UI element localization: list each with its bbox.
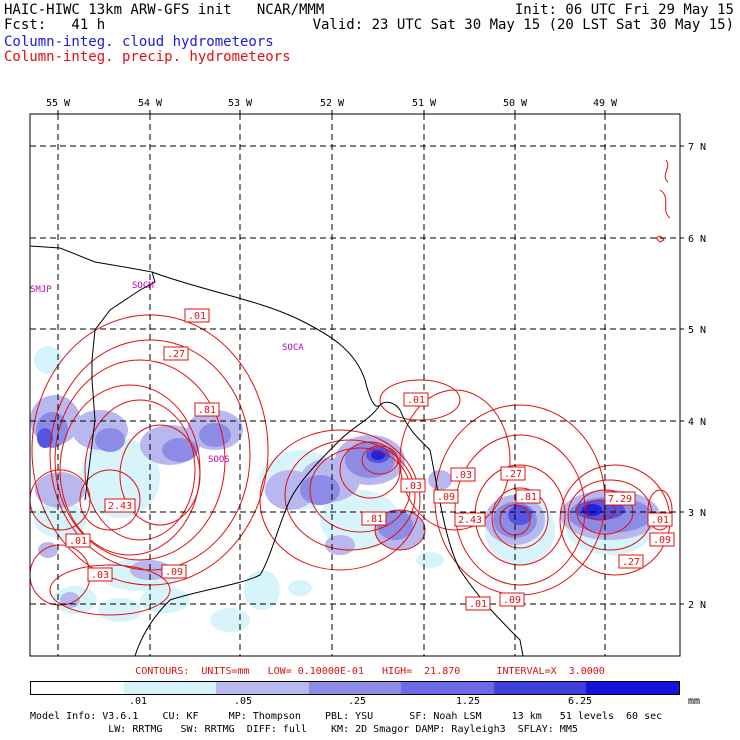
contour-label-box [499, 592, 525, 607]
legend-swatch [216, 682, 309, 694]
init-time: Init: 06 UTC Fri 29 May 15 [514, 2, 734, 18]
contour-label: .09 [653, 535, 671, 546]
contour-label: .09 [503, 595, 521, 606]
contour-label-box [104, 498, 136, 513]
lon-label: 51 W [412, 98, 437, 109]
contour-label-box [500, 466, 526, 481]
contour-label-box [163, 346, 189, 361]
contour-label: .81 [365, 514, 383, 525]
contour-label-box [361, 511, 387, 526]
contour-label: .03 [91, 570, 109, 581]
legend-swatch [31, 682, 124, 694]
contour-label-box [450, 467, 476, 482]
lat-label: 4 N [688, 417, 706, 428]
legend-swatch [493, 682, 587, 694]
contour-label-box [618, 554, 644, 569]
contour-label: .01 [407, 395, 425, 406]
contour-label-box [515, 489, 541, 504]
legend-tick: .05 [233, 696, 253, 707]
legend-swatch [308, 682, 402, 694]
lon-label: 50 W [503, 98, 528, 109]
model-info-line-1: Model Info: V3.6.1 CU: KF MP: Thompson P… [30, 711, 663, 722]
contour-label-box [649, 532, 675, 547]
lon-label: 54 W [138, 98, 163, 109]
cloud-hydrometeor-shading [30, 346, 660, 632]
contour-label-box [647, 512, 673, 527]
contour-label: .01 [69, 536, 87, 547]
model-info-line-2: LW: RRTMG SW: RRTMG DIFF: full KM: 2D Sm… [30, 724, 578, 735]
contour-label: .01 [188, 311, 206, 322]
contour-label-box [161, 564, 187, 579]
lat-label: 5 N [688, 325, 706, 336]
contour-label: .01 [651, 515, 669, 526]
station-label: SOCM [132, 281, 154, 291]
legend-tick: 6.25 [567, 696, 593, 707]
cloud-hydrometeors-label: Column-integ. cloud hydrometeors [4, 34, 274, 50]
lon-label: 49 W [593, 98, 618, 109]
lat-label: 6 N [688, 234, 706, 245]
contour-label-box [454, 512, 486, 527]
contour-label: .27 [622, 557, 640, 568]
contour-label: .27 [504, 469, 522, 480]
axis-ticks [57, 110, 684, 605]
contour-label: .09 [165, 567, 183, 578]
legend-swatch [401, 682, 494, 694]
contour-label-box [403, 392, 429, 407]
station-label: SMJP [30, 285, 52, 295]
contour-label-box [400, 478, 426, 493]
forecast-hour: Fcst: 41 h [4, 17, 106, 33]
station-label: SOCA [282, 343, 304, 353]
lon-label: 52 W [320, 98, 345, 109]
title-line-1: HAIC-HIWC 13km ARW-GFS init NCAR/MMM [4, 2, 325, 18]
lon-label: 53 W [228, 98, 253, 109]
contour-label: .27 [167, 349, 185, 360]
contour-label: .03 [404, 481, 422, 492]
contours-info: CONTOURS: UNITS=mm LOW= 0.10000E-01 HIGH… [135, 666, 605, 677]
legend-swatch [123, 682, 217, 694]
lat-lon-grid [30, 114, 680, 656]
lon-label: 55 W [46, 98, 71, 109]
legend-ticks: .01 .05 .25 1.25 6.25 mm [30, 696, 710, 708]
legend-tick: .01 [128, 696, 148, 707]
contour-label: 7.29 [608, 494, 632, 505]
contour-label: .81 [519, 492, 537, 503]
precip-hydrometeors-label: Column-integ. precip. hydrometeors [4, 49, 291, 65]
lat-label: 3 N [688, 508, 706, 519]
contour-label: .09 [437, 492, 455, 503]
contour-label-box [184, 308, 210, 323]
lat-label: 7 N [688, 142, 706, 153]
contour-label-box [433, 489, 459, 504]
legend-tick: .25 [347, 696, 367, 707]
lat-label: 2 N [688, 600, 706, 611]
station-label: SOOS [208, 455, 230, 465]
contour-label-box [465, 596, 491, 611]
legend-tick: mm [687, 696, 701, 707]
contour-label: 2.43 [458, 515, 482, 526]
legend-swatch [586, 682, 680, 694]
contour-label-box [65, 533, 91, 548]
map-frame [29, 113, 681, 657]
legend-tick: 1.25 [455, 696, 481, 707]
contour-label: 2.43 [108, 501, 132, 512]
contour-label-box [87, 567, 113, 582]
color-legend [30, 681, 680, 695]
contour-label: .81 [198, 405, 216, 416]
contour-label-box [604, 491, 636, 506]
contour-label: .03 [454, 470, 472, 481]
valid-time: Valid: 23 UTC Sat 30 May 15 (20 LST Sat … [312, 17, 734, 33]
contour-labels: .01 .27 .81 2.43 .01 .03 .09 .01 .03 .81 .03 .09 .27… [65, 308, 675, 611]
contour-label-box [194, 402, 220, 417]
contour-label: .01 [469, 599, 487, 610]
